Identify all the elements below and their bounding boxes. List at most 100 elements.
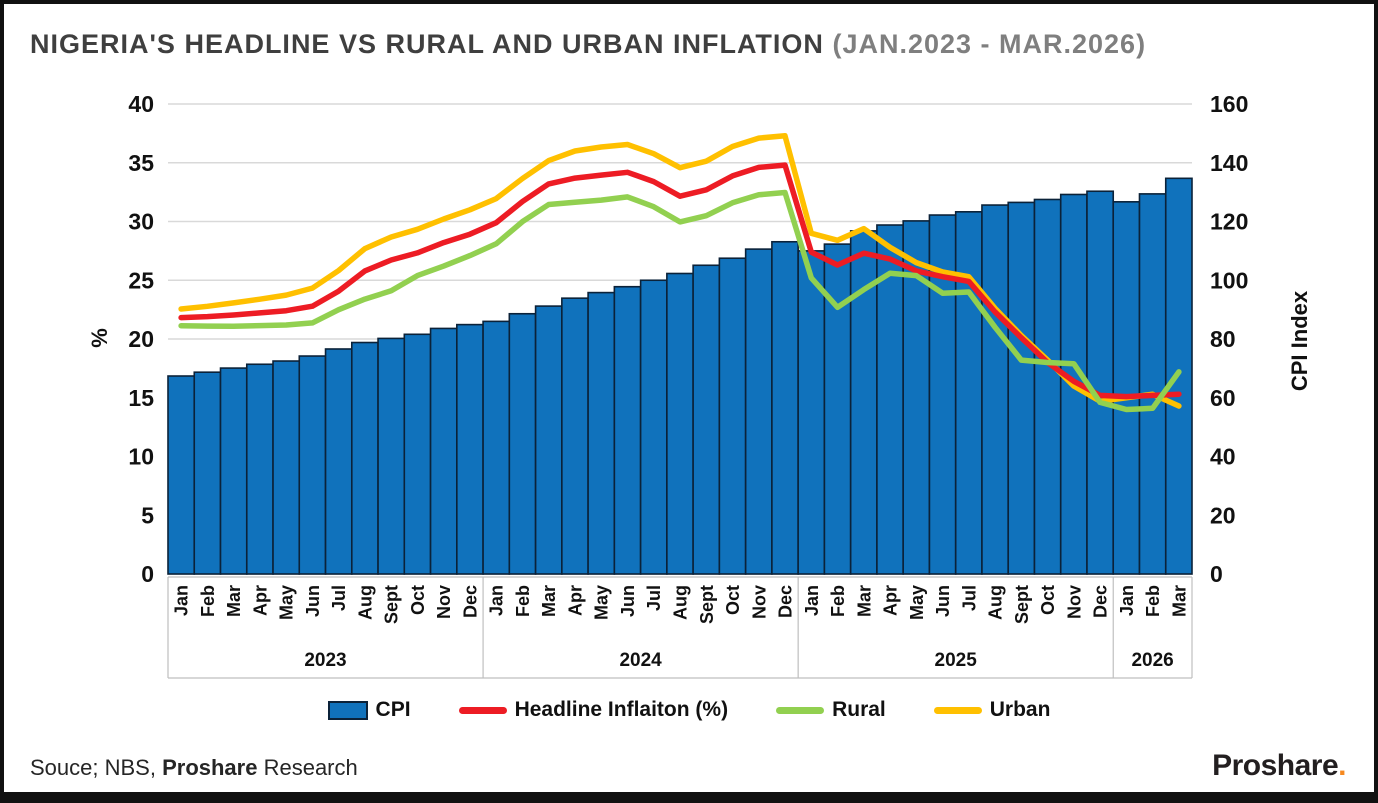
month-label-Jun-2023: Jun (303, 585, 323, 617)
month-label-Aug-2024: Aug (671, 585, 691, 620)
cpi-bar-Oct-2024 (718, 257, 747, 575)
cpi-bar-Feb-2023 (193, 371, 222, 575)
month-label-Nov-2023: Nov (434, 585, 454, 619)
month-label-Apr-2024: Apr (566, 585, 586, 616)
month-label-Sept-2024: Sept (697, 585, 717, 624)
right-axis-tick-160: 160 (1210, 91, 1248, 117)
cpi-bar-Oct-2025 (1033, 198, 1062, 575)
cpi-bar-Jul-2023 (324, 348, 353, 575)
legend-swatch-line-1 (458, 706, 507, 714)
month-label-Jun-2024: Jun (618, 585, 638, 617)
left-axis-tick-40: 40 (128, 91, 154, 117)
legend-swatch-line-3 (933, 706, 982, 714)
month-label-Feb-2023: Feb (198, 585, 218, 617)
month-label-Dec-2023: Dec (460, 585, 480, 618)
legend-item-rural: Rural (776, 698, 886, 722)
cpi-bar-Mar-2024 (534, 305, 563, 575)
cpi-bar-Feb-2026 (1138, 193, 1167, 575)
left-axis-tick-30: 30 (128, 209, 154, 235)
month-label-Jun-2025: Jun (933, 585, 953, 617)
month-label-Apr-2023: Apr (250, 585, 270, 616)
proshare-logo-dot: . (1338, 749, 1346, 782)
cpi-bar-Sept-2023 (377, 337, 406, 575)
cpi-bar-Aug-2023 (350, 341, 379, 575)
chart-title-main: NIGERIA'S HEADLINE VS RURAL AND URBAN IN… (30, 29, 824, 59)
source-brand: Proshare (162, 755, 258, 780)
source-suffix: Research (257, 755, 358, 780)
headline-inflaiton-line (178, 162, 1182, 400)
year-label-2023: 2023 (304, 650, 346, 671)
month-label-Jan-2026: Jan (1117, 585, 1137, 616)
month-label-Apr-2025: Apr (881, 585, 901, 616)
right-axis-tick-40: 40 (1210, 444, 1236, 470)
year-label-2026: 2026 (1131, 650, 1173, 671)
legend-item-headline-inflaiton: Headline Inflaiton (%) (458, 698, 729, 722)
cpi-bar-Aug-2025 (981, 204, 1010, 575)
cpi-bar-Apr-2024 (561, 297, 589, 575)
cpi-bar-Apr-2025 (876, 224, 904, 575)
cpi-bar-Jan-2026 (1112, 201, 1141, 575)
month-label-Jan-2025: Jan (802, 585, 822, 616)
right-axis-tick-20: 20 (1210, 502, 1236, 528)
left-axis-tick-5: 5 (141, 502, 154, 528)
cpi-bar-Jan-2024 (482, 320, 511, 575)
cpi-bar-Apr-2023 (245, 363, 274, 575)
year-label-2025: 2025 (935, 650, 978, 671)
month-label-May-2024: May (592, 585, 612, 620)
cpi-bar-May-2023 (272, 360, 301, 575)
legend-label: Headline Inflaiton (%) (514, 698, 729, 721)
right-axis-tick-140: 140 (1210, 150, 1248, 176)
year-label-2024: 2024 (619, 650, 662, 671)
right-axis-tick-100: 100 (1210, 267, 1248, 293)
month-label-Dec-2025: Dec (1091, 585, 1111, 618)
right-axis-tick-0: 0 (1210, 561, 1223, 587)
cpi-bar-Jul-2025 (954, 211, 983, 575)
cpi-bar-Aug-2024 (666, 272, 694, 575)
left-axis-tick-20: 20 (128, 326, 154, 352)
left-axis-tick-25: 25 (128, 267, 154, 293)
cpi-bar-Jul-2024 (639, 279, 668, 575)
month-label-Jul-2023: Jul (329, 585, 349, 611)
month-label-Feb-2024: Feb (513, 585, 533, 617)
cpi-bar-Feb-2024 (508, 312, 537, 575)
legend-label: Rural (832, 698, 886, 721)
cpi-bar-Sept-2025 (1007, 201, 1036, 575)
legend-label: CPI (375, 698, 411, 721)
cpi-bar-Nov-2024 (744, 248, 773, 575)
month-label-Jan-2024: Jan (487, 585, 507, 616)
month-label-Aug-2025: Aug (986, 585, 1006, 620)
month-label-Aug-2023: Aug (355, 585, 375, 620)
left-axis-tick-0: 0 (141, 561, 154, 587)
cpi-bar-Oct-2023 (403, 333, 432, 575)
cpi-bar-Dec-2024 (771, 240, 799, 575)
month-label-Mar-2025: Mar (854, 585, 874, 617)
right-axis-tick-80: 80 (1210, 326, 1236, 352)
right-axis-tick-120: 120 (1210, 209, 1248, 235)
right-axis-tick-60: 60 (1210, 385, 1236, 411)
month-label-Nov-2024: Nov (749, 585, 769, 619)
month-label-Mar-2024: Mar (539, 585, 559, 617)
cpi-bar-Jun-2023 (298, 355, 327, 575)
left-axis-tick-35: 35 (128, 150, 154, 176)
month-label-Jul-2024: Jul (644, 585, 664, 611)
cpi-bar-Dec-2025 (1086, 190, 1115, 575)
month-label-Jul-2025: Jul (959, 585, 979, 611)
bottom-black-bar (0, 792, 1378, 803)
source-note: Souce; NBS, Proshare Research (30, 755, 358, 781)
cpi-bar-May-2024 (587, 291, 616, 575)
month-label-Mar-2026: Mar (1169, 585, 1189, 617)
cpi-bar-Dec-2023 (456, 323, 484, 575)
month-label-Feb-2026: Feb (1143, 585, 1163, 617)
month-label-Sept-2025: Sept (1012, 585, 1032, 624)
month-label-May-2025: May (907, 585, 927, 620)
month-label-Mar-2023: Mar (224, 585, 244, 617)
cpi-bar-Jun-2024 (613, 285, 642, 575)
proshare-logo-text: Proshare (1212, 749, 1339, 782)
legend-swatch-bar-0 (327, 700, 368, 720)
chart-legend: CPI Headline Inflaiton (%) Rural Urban (0, 690, 1378, 730)
month-label-May-2023: May (277, 585, 297, 620)
month-label-Jan-2023: Jan (172, 585, 192, 616)
cpi-bar-Mar-2023 (219, 367, 248, 575)
legend-item-urban: Urban (933, 698, 1050, 722)
